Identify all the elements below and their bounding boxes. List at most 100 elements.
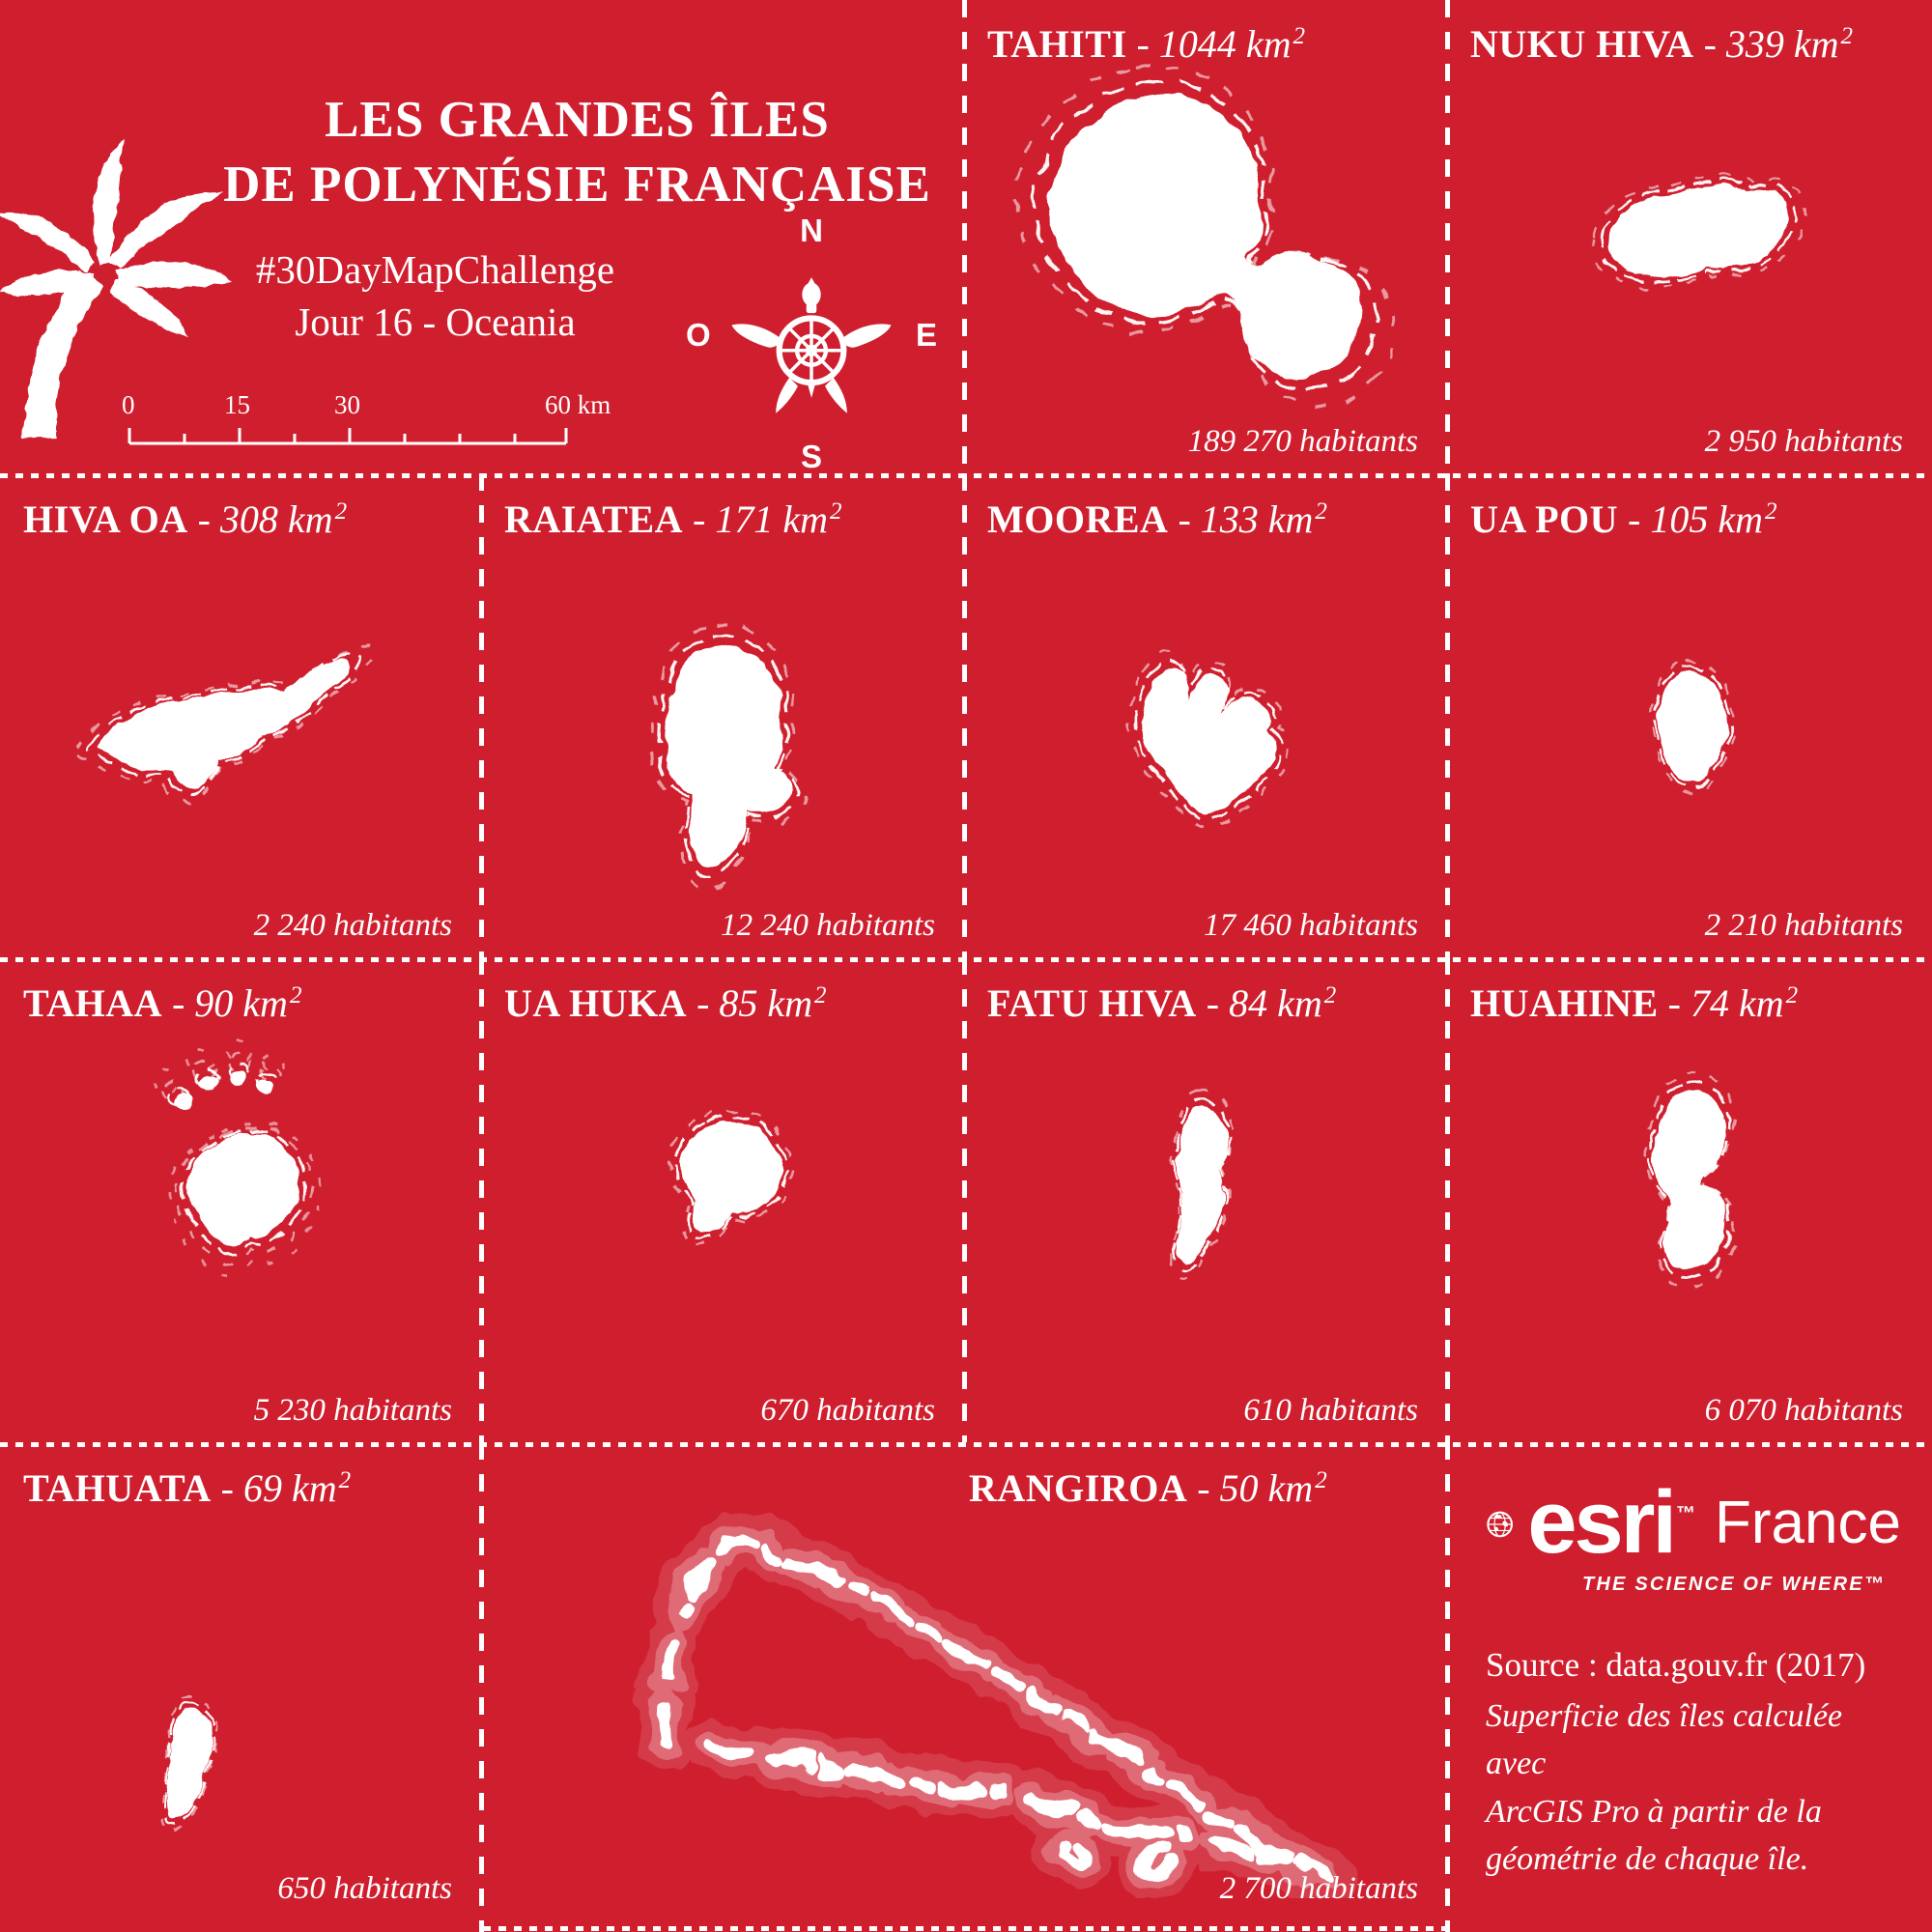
island-name: TAHUATA xyxy=(23,1466,212,1510)
island-area: - 339 km xyxy=(1703,22,1839,66)
island-area: - 133 km xyxy=(1178,497,1314,541)
esri-france-logo: esri ™ France xyxy=(1486,1478,1901,1567)
credits-block: esri ™ France THE SCIENCE OF WHERE™ Sourc… xyxy=(1486,1478,1901,1932)
moorea-island-map xyxy=(1128,651,1292,830)
ripple-outline xyxy=(1015,63,1395,410)
island-shape xyxy=(1143,667,1277,814)
area-superscript: 2 xyxy=(814,981,827,1009)
island-area: - 90 km xyxy=(171,981,288,1025)
ripple-outline xyxy=(1173,1097,1232,1272)
island-area: - 69 km xyxy=(220,1466,337,1510)
area-superscript: 2 xyxy=(829,497,842,525)
island-shape xyxy=(1177,1106,1228,1264)
title-cell: LES GRANDES ÎLES DE POLYNÉSIE FRANÇAISE … xyxy=(0,0,964,475)
palm-tree-icon xyxy=(0,137,233,440)
island-area: - 308 km xyxy=(197,497,333,541)
grid-divider-vertical xyxy=(962,957,967,1442)
island-population: 2 240 habitants xyxy=(253,908,452,943)
island-shape xyxy=(174,1069,299,1247)
poster-title: LES GRANDES ÎLES DE POLYNÉSIE FRANÇAISE xyxy=(217,88,937,219)
ripple-outline xyxy=(650,621,806,893)
huahine-island-map xyxy=(1643,1070,1737,1291)
island-shape xyxy=(1652,1090,1728,1271)
island-population: 650 habitants xyxy=(277,1871,452,1906)
scale-label-30: 30 xyxy=(334,390,360,419)
island-area: - 105 km xyxy=(1628,497,1763,541)
area-superscript: 2 xyxy=(1293,22,1306,49)
method-line-2: ArcGIS Pro à partir de la xyxy=(1486,1793,1822,1830)
island-cell-rangiroa: RANGIROA - 50 km2 2 700 habitants xyxy=(481,1444,1447,1932)
compass-south-label: S xyxy=(800,439,823,474)
hiva-oa-island-map xyxy=(71,644,377,805)
area-superscript: 2 xyxy=(334,497,348,525)
island-cell-moorea: MOOREA - 133 km2 17 460 habitants xyxy=(964,475,1447,959)
island-name: HIVA OA xyxy=(23,497,188,541)
island-cell-raiatea: RAIATEA - 171 km2 12 240 habitants xyxy=(481,475,964,959)
island-cell-tahuata: TAHUATA - 69 km2 650 habitants xyxy=(0,1444,481,1932)
grid-divider-vertical xyxy=(1445,957,1450,1442)
compass-rose: N S O E xyxy=(686,213,937,474)
atoll-islet-chain xyxy=(659,1535,1333,1885)
ripple-outline xyxy=(657,634,799,880)
ripple-outline xyxy=(1649,659,1735,795)
grid-divider-vertical xyxy=(1445,473,1450,957)
island-population: 670 habitants xyxy=(760,1393,935,1428)
turtle-compass-icon xyxy=(731,277,892,413)
esri-trademark: ™ xyxy=(1676,1503,1696,1524)
island-header: TAHAA - 90 km2 xyxy=(23,980,301,1026)
ripple-outline xyxy=(1170,1089,1235,1281)
island-shape xyxy=(678,1122,782,1235)
ua-pou-island-map xyxy=(1649,659,1735,795)
tahiti-island-map xyxy=(1015,63,1395,410)
area-superscript: 2 xyxy=(1764,497,1777,525)
island-cell-ua-pou: UA POU - 105 km2 2 210 habitants xyxy=(1447,475,1932,959)
island-cell-nuku-hiva: NUKU HIVA - 339 km2 2 950 habitants xyxy=(1447,0,1932,475)
island-name: TAHITI xyxy=(987,22,1127,66)
island-name: HUAHINE xyxy=(1470,981,1659,1025)
grid-divider-vertical xyxy=(962,0,967,473)
island-name: TAHAA xyxy=(23,981,162,1025)
island-area: - 84 km xyxy=(1206,981,1322,1025)
grid-divider-vertical xyxy=(479,473,484,957)
scale-label-15: 15 xyxy=(224,390,250,419)
island-population: 12 240 habitants xyxy=(721,908,935,943)
ripple-outline xyxy=(159,1695,218,1833)
esri-tagline: THE SCIENCE OF WHERE™ xyxy=(1582,1574,1886,1595)
france-wordmark: France xyxy=(1715,1490,1901,1556)
island-population: 2 210 habitants xyxy=(1704,908,1903,943)
title-line-2: DE POLYNÉSIE FRANÇAISE xyxy=(223,156,931,213)
area-superscript: 2 xyxy=(1323,981,1337,1009)
grid-divider-horizontal xyxy=(0,1442,1932,1447)
island-area: - 171 km xyxy=(693,497,828,541)
island-shape xyxy=(1048,93,1362,380)
ripple-outline xyxy=(668,1109,794,1247)
island-header: TAHUATA - 69 km2 xyxy=(23,1465,351,1511)
island-shape xyxy=(165,1708,213,1821)
island-cell-huahine: HUAHINE - 74 km2 6 070 habitants xyxy=(1447,959,1932,1444)
island-population: 2 950 habitants xyxy=(1704,424,1903,459)
ripple-outline xyxy=(71,644,377,805)
island-area: - 74 km xyxy=(1667,981,1784,1025)
island-name: UA POU xyxy=(1470,497,1618,541)
grid-divider-vertical xyxy=(479,1442,484,1932)
island-cell-tahaa: TAHAA - 90 km2 5 230 habitants xyxy=(0,959,481,1444)
island-header: UA POU - 105 km2 xyxy=(1470,497,1776,542)
scale-label-0: 0 xyxy=(122,390,135,419)
method-line-3: géométrie de chaque île. xyxy=(1486,1840,1809,1877)
compass-west-label: O xyxy=(686,317,711,353)
tahaa-island-map xyxy=(152,1038,322,1278)
compass-east-label: E xyxy=(915,317,937,353)
ripple-outline xyxy=(1643,1070,1737,1291)
challenge-day-label: Jour 16 - Oceania xyxy=(295,299,576,345)
esri-brand-text: esri xyxy=(1527,1473,1677,1572)
ua-huka-island-map xyxy=(668,1109,794,1247)
island-population: 189 270 habitants xyxy=(1187,424,1418,459)
nuku-hiva-island-map xyxy=(1589,174,1806,290)
made-with-line: Réalisé avec ArcGIS Pro, 2023 xyxy=(1486,1927,1901,1932)
area-superscript: 2 xyxy=(289,981,302,1009)
island-name: NUKU HIVA xyxy=(1470,22,1694,66)
fatu-hiva-island-map xyxy=(1170,1089,1235,1281)
area-superscript: 2 xyxy=(1840,22,1854,49)
island-area: - 85 km xyxy=(696,981,813,1025)
